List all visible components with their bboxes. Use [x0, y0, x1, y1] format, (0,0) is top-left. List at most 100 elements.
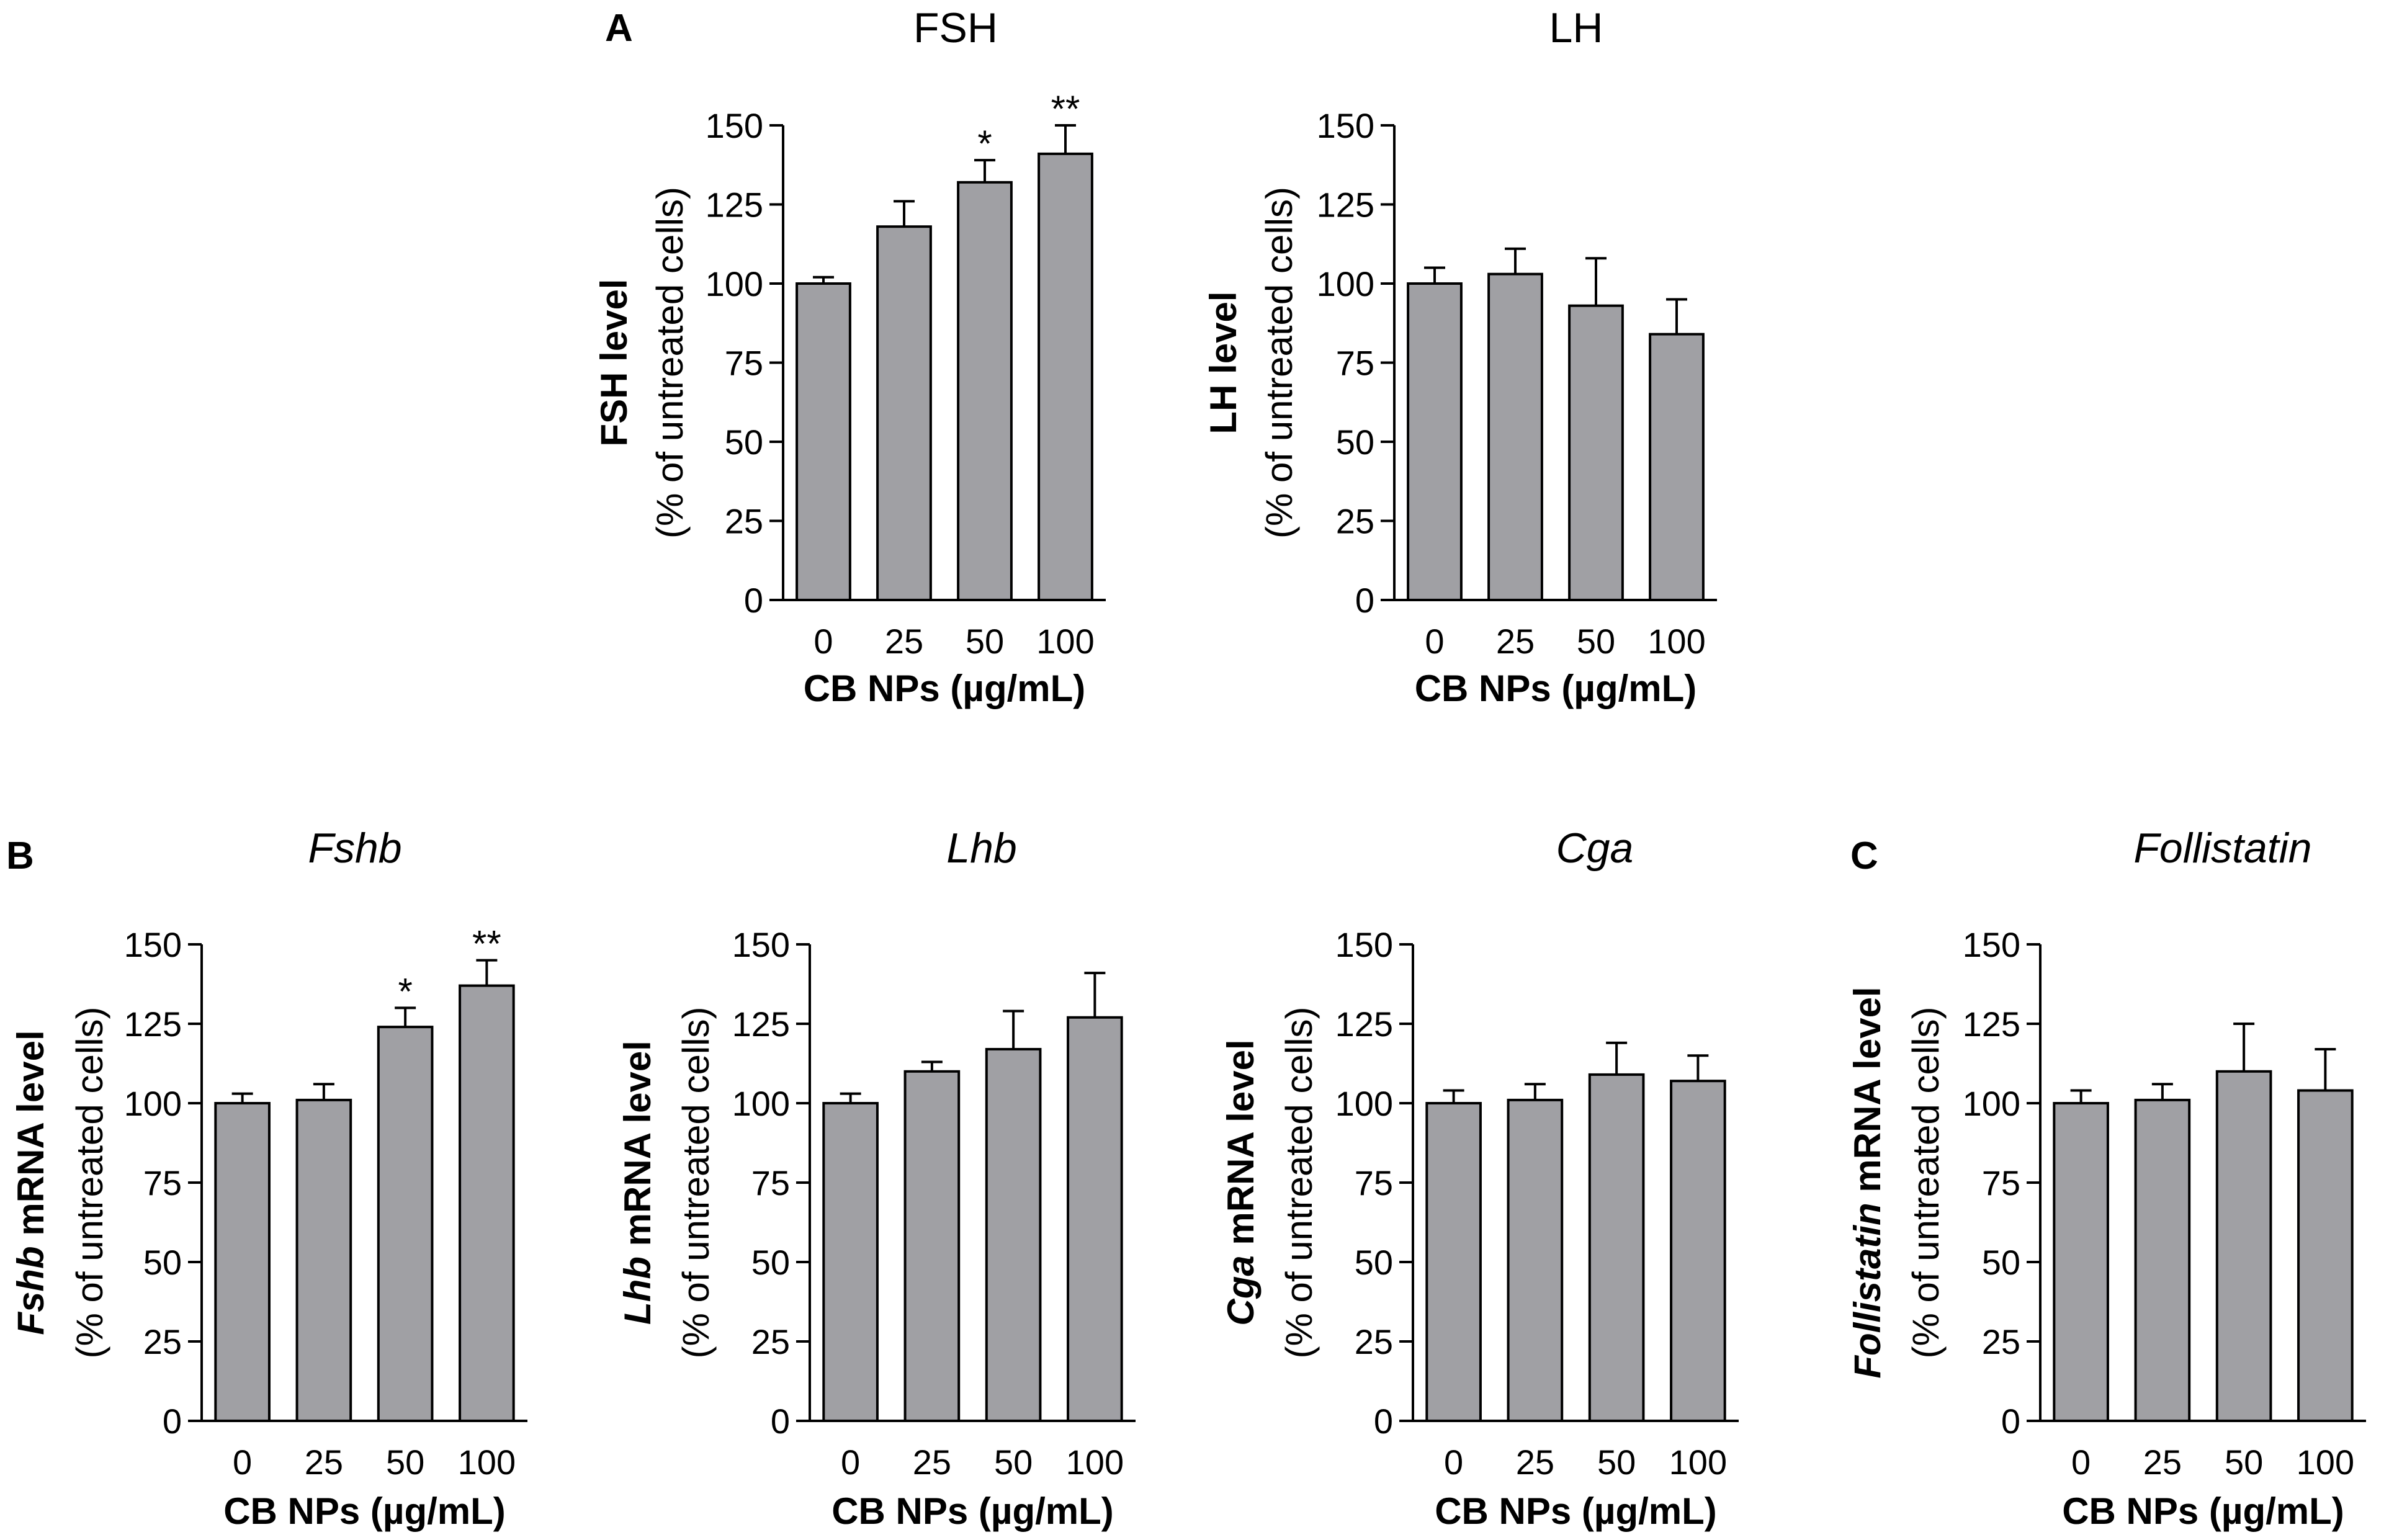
chart-fshb-x-tick-label: 100: [458, 1443, 516, 1482]
chart-fshb-bar: [377, 1026, 434, 1422]
chart-fshb-bar: [459, 984, 515, 1423]
chart-fshb-y-axis-label: Fshb mRNA level: [10, 1030, 52, 1335]
chart-fsh-bar: [1038, 152, 1093, 601]
chart-lhb-y-axis-label-rest: mRNA level: [617, 1041, 658, 1256]
chart-cga-x-tick-label: 25: [1516, 1443, 1554, 1482]
chart-lh-y-axis-sublabel: (% of untreated cells): [1258, 187, 1300, 539]
chart-fshb-x-tick-label: 25: [305, 1443, 343, 1482]
chart-fsh-title: FSH: [913, 4, 998, 51]
chart-follistatin-y-axis-label-gene: Follistatin: [1847, 1202, 1888, 1378]
chart-lh-y-axis-label: LH level: [1203, 291, 1244, 434]
chart-cga-y-tick-label: 150: [1335, 925, 1393, 964]
panel-letter-c: C: [1850, 835, 1878, 877]
chart-lhb-x-tick-label: 0: [841, 1443, 860, 1482]
chart-follistatin-bar: [2215, 1070, 2272, 1423]
chart-fshb-y-tick-label: 150: [124, 925, 182, 964]
chart-fshb-y-axis-label-rest: mRNA level: [10, 1030, 52, 1246]
chart-cga-y-axis-label-rest: mRNA level: [1220, 1039, 1262, 1255]
chart-fsh-x-tick-label: 50: [966, 622, 1004, 661]
chart-lhb-y-tick-label: 25: [751, 1322, 790, 1361]
charts-layer: FSH 0 25 * 50 ** 100 0 25 50 75 100 125 150 CB NPs (µg…: [10, 4, 2366, 1532]
chart-lhb-bar: [822, 1102, 879, 1422]
chart-lh-bar: [1568, 304, 1624, 601]
chart-lhb-title: Lhb: [946, 825, 1016, 872]
chart-lhb-y-tick-label: 75: [751, 1163, 790, 1202]
chart-lh-bar: [1649, 333, 1705, 601]
chart-lh-x-axis-label: CB NPs (µg/mL): [1415, 668, 1697, 709]
chart-fsh-significance-marker: **: [1051, 88, 1080, 130]
chart-cga-y-tick-label: 0: [1374, 1402, 1393, 1441]
chart-fshb-y-tick-label: 75: [143, 1163, 182, 1202]
chart-lhb-x-tick-label: 100: [1066, 1443, 1124, 1482]
chart-lhb-y-tick-label: 0: [771, 1402, 790, 1441]
chart-lhb-x-tick-label: 25: [913, 1443, 951, 1482]
chart-fsh-y-tick-label: 75: [725, 344, 763, 383]
chart-lh-y-tick-label: 25: [1336, 502, 1374, 541]
chart-lh-y-tick-label: 75: [1336, 344, 1374, 383]
chart-lh-y-tick-label: 0: [1355, 581, 1374, 620]
chart-lhb-bar: [1067, 1016, 1123, 1422]
chart-fshb-bar: [295, 1098, 352, 1422]
chart-fsh-y-tick-label: 25: [725, 502, 763, 541]
chart-lhb-bar: [903, 1070, 961, 1423]
chart-fshb-x-axis-label: CB NPs (µg/mL): [223, 1490, 506, 1532]
chart-follistatin-y-axis-sublabel: (% of untreated cells): [1905, 1007, 1947, 1359]
chart-follistatin-y-axis-label: Follistatin mRNA level: [1847, 987, 1888, 1378]
chart-fsh-x-axis-label: CB NPs (µg/mL): [804, 668, 1086, 709]
chart-follistatin-y-tick-label: 125: [1963, 1005, 2020, 1044]
chart-lh-x-tick-label: 50: [1577, 622, 1615, 661]
chart-lh: LH 0 25 50 100 0 25 50 75 100 125 150 CB NPs (µg/mL)…: [1203, 4, 1717, 709]
chart-fsh-x-tick-label: 0: [814, 622, 833, 661]
chart-fsh-x-tick-label: 100: [1036, 622, 1094, 661]
chart-lhb: Lhb 0 25 50 100 0 25 50 75 100 125 150 CB NPs (µg/mL…: [617, 825, 1136, 1532]
chart-follistatin-title: Follistatin: [2133, 825, 2311, 872]
chart-cga-y-axis-label: Cga mRNA level: [1220, 1039, 1262, 1325]
chart-lhb-y-axis-label: Lhb mRNA level: [617, 1041, 658, 1325]
chart-lh-x-tick-label: 0: [1425, 622, 1444, 661]
chart-lh-bar: [1407, 282, 1463, 601]
chart-follistatin-x-tick-label: 100: [2297, 1443, 2354, 1482]
chart-fshb-significance-marker: **: [472, 923, 501, 965]
chart-cga-y-tick-label: 75: [1355, 1163, 1393, 1202]
chart-fshb-y-axis-sublabel: (% of untreated cells): [69, 1007, 110, 1359]
chart-follistatin-x-axis-label: CB NPs (µg/mL): [2062, 1490, 2344, 1532]
chart-follistatin-x-tick-label: 50: [2225, 1443, 2263, 1482]
chart-cga-x-axis-label: CB NPs (µg/mL): [1435, 1490, 1717, 1532]
chart-cga-y-tick-label: 25: [1355, 1322, 1393, 1361]
chart-fsh-bar: [876, 225, 932, 601]
chart-fshb-x-tick-label: 0: [233, 1443, 252, 1482]
chart-lh-y-tick-label: 50: [1336, 423, 1374, 462]
chart-fshb-y-tick-label: 0: [163, 1402, 182, 1441]
chart-fsh-y-tick-label: 125: [706, 186, 763, 225]
chart-follistatin-x-tick-label: 0: [2071, 1443, 2091, 1482]
chart-lhb-x-axis-label: CB NPs (µg/mL): [831, 1490, 1114, 1532]
chart-cga-bar: [1507, 1098, 1564, 1422]
chart-lhb-x-tick-label: 50: [994, 1443, 1033, 1482]
panel-letter-a: A: [605, 7, 633, 50]
chart-fsh-y-tick-label: 0: [744, 581, 763, 620]
chart-fshb-y-tick-label: 125: [124, 1005, 182, 1044]
chart-follistatin-y-tick-label: 0: [2001, 1402, 2020, 1441]
chart-lh-bar: [1487, 272, 1543, 601]
chart-lhb-y-axis-label-gene: Lhb: [617, 1256, 658, 1325]
chart-lh-x-tick-label: 25: [1496, 622, 1535, 661]
chart-fsh-y-axis-sublabel: (% of untreated cells): [649, 187, 691, 539]
chart-fshb-y-tick-label: 25: [143, 1322, 182, 1361]
chart-fsh-y-tick-label: 100: [706, 264, 763, 303]
chart-lh-y-tick-label: 100: [1317, 264, 1374, 303]
chart-cga-y-axis-sublabel: (% of untreated cells): [1278, 1007, 1320, 1359]
chart-follistatin-x-tick-label: 25: [2143, 1443, 2182, 1482]
chart-fshb-y-tick-label: 50: [143, 1243, 182, 1282]
chart-fsh-y-tick-label: 50: [725, 423, 763, 462]
chart-follistatin-bar: [2053, 1102, 2109, 1422]
chart-fsh-bar: [957, 181, 1013, 601]
chart-follistatin-bar: [2297, 1089, 2354, 1422]
chart-lhb-y-tick-label: 100: [732, 1084, 790, 1123]
chart-fsh-y-axis-label-main: FSH level: [593, 279, 635, 446]
chart-lhb-y-axis-sublabel: (% of untreated cells): [675, 1007, 717, 1359]
chart-fshb-y-axis-label-gene: Fshb: [10, 1246, 52, 1335]
chart-fshb-bar: [214, 1102, 271, 1422]
chart-fsh-y-axis-label: FSH level: [593, 279, 635, 446]
chart-follistatin-bar: [2134, 1098, 2191, 1422]
chart-cga-y-tick-label: 100: [1335, 1084, 1393, 1123]
